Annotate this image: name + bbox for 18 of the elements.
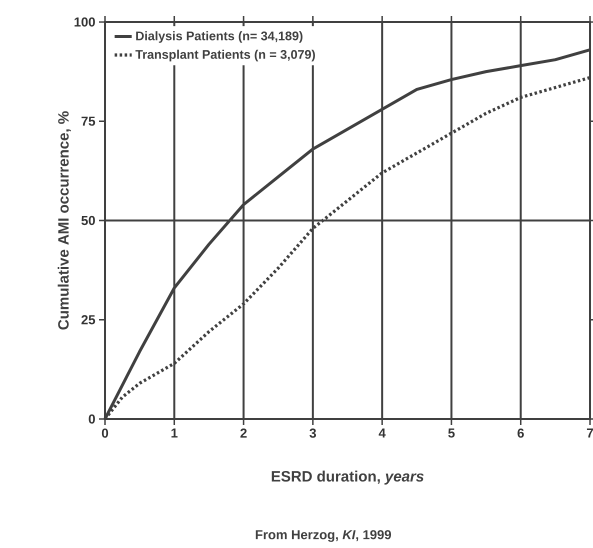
x-tick-label: 5 (448, 428, 455, 438)
legend-label: Transplant Patients (n = 3,079) (135, 50, 315, 62)
y-tick-label: 50 (81, 216, 95, 226)
x-tick-label: 2 (240, 428, 247, 438)
y-tick-label: 75 (82, 116, 96, 126)
y-tick-label: 100 (74, 17, 95, 27)
y-tick-label: 0 (88, 414, 95, 424)
y-tick-label: 25 (81, 315, 96, 324)
x-tick-label: 3 (310, 428, 316, 438)
y-axis-title: Cumulative AMI occurrence, % (58, 111, 71, 330)
x-tick-label: 0 (102, 428, 108, 438)
x-tick-label: 1 (171, 428, 178, 438)
text: From Herzog, KI, 1999 (256, 530, 392, 542)
x-tick-label: 6 (518, 428, 524, 438)
legend-label: Dialysis Patients (n= 34,189) (136, 31, 302, 43)
x-tick-label: 4 (378, 428, 386, 438)
x-axis-title: ESRD duration, years (272, 470, 424, 485)
x-tick-label: 7 (586, 428, 593, 438)
